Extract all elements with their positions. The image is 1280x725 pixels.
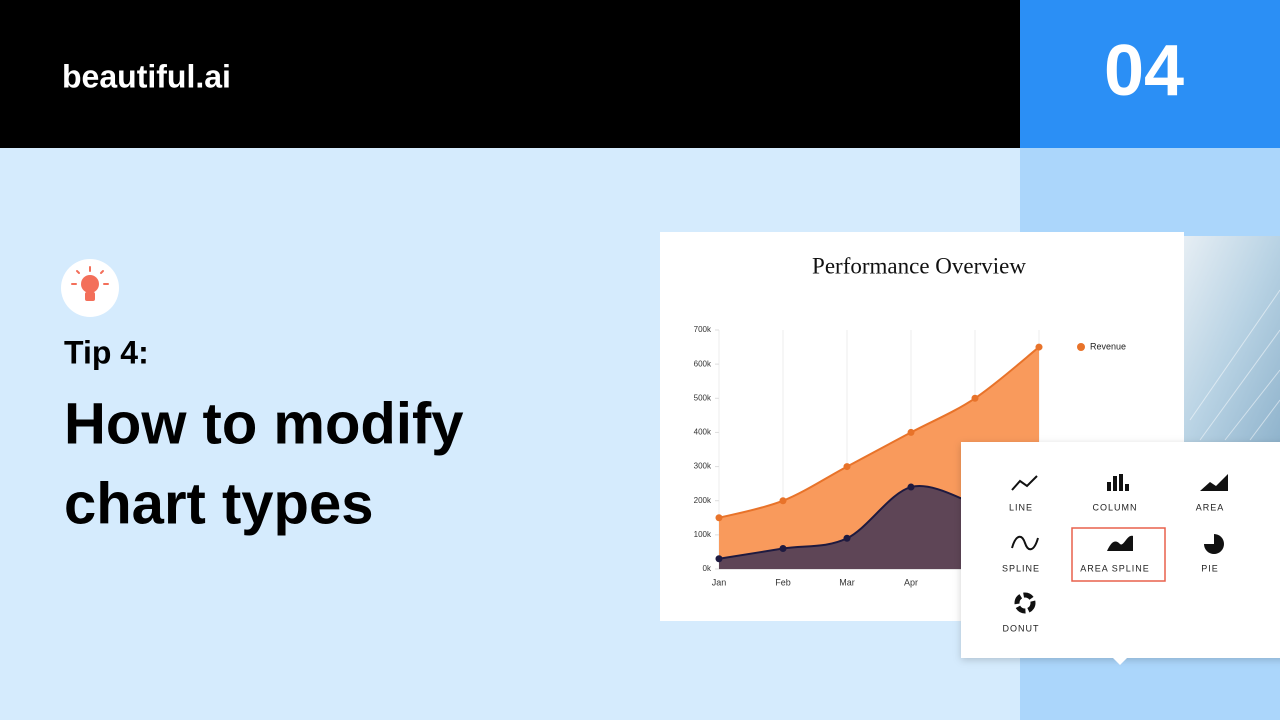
x-tick-label: Apr [904,577,918,587]
tip-title: chart types [64,471,373,536]
icon-pie-cut [1205,533,1214,543]
y-tick-label: 300k [694,462,712,471]
point [907,428,915,436]
y-tick-label: 100k [694,530,712,539]
photo-lines [1189,289,1280,441]
top-bar [0,0,1020,148]
menu-item-label[interactable]: DONUT [1003,623,1040,633]
menu-item-label[interactable]: AREA [1196,502,1225,512]
point [907,483,915,491]
menu-items: LINE COLUMN AREA SPLINE AREA SPLINE PIE DONUT [1002,474,1228,633]
tip-title: How to modify [64,391,464,456]
slide-number: 04 [1104,31,1184,111]
point [843,534,851,542]
x-tick-label: Feb [775,577,791,587]
menu-item-label[interactable]: LINE [1009,502,1033,512]
point [779,497,787,505]
menu-item-label[interactable]: COLUMN [1092,502,1137,512]
x-tick-label: Jan [712,577,727,587]
menu-item-label[interactable]: AREA SPLINE [1080,563,1150,573]
y-tick-label: 0k [703,564,712,573]
y-tick-label: 400k [694,428,712,437]
number-box [1020,0,1280,148]
point [1035,343,1043,351]
photo [1184,236,1280,446]
icon-area-spline [1107,535,1133,551]
legend-label: Revenue [1090,341,1126,351]
logo: beautiful.ai [62,58,231,94]
line [718,346,1040,519]
icon-spline [1011,535,1039,551]
icon-donut [1014,592,1036,614]
area [719,486,975,569]
icon-area [1200,474,1228,491]
icon-line [1011,475,1038,491]
y-tick-label: 200k [694,496,712,505]
y-tick-label: 600k [694,359,712,368]
x-tick-label: Mar [839,577,855,587]
point [843,463,851,471]
bulb-icon [61,259,119,317]
y-tick-label: 500k [694,393,712,402]
menu-pointer [1113,658,1127,665]
point [715,555,723,563]
point [779,545,787,553]
legend-marker [1077,343,1085,351]
menu-item-label[interactable]: SPLINE [1002,563,1040,573]
selected-outline [1071,527,1166,582]
chart: Jan Feb Mar Apr 0k 100k 200k 300k 400k 500k 600k 70… [694,325,1126,587]
menu-item-label[interactable]: PIE [1201,563,1219,573]
tip-label: Tip 4: [64,334,149,370]
chart-title: Performance Overview [812,253,1026,278]
icon-column [1107,474,1129,491]
point [715,514,723,522]
y-tick-label: 700k [694,325,712,334]
icon-pie [1204,534,1224,554]
point [971,394,979,402]
